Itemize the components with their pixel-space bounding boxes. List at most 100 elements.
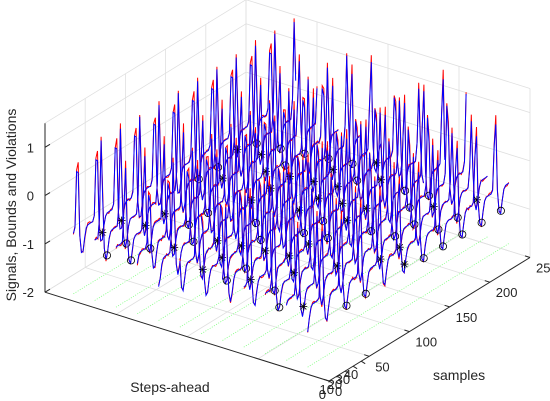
x-tick-label: 200 — [496, 285, 518, 300]
asterisk-stroke — [199, 266, 207, 273]
violation-circle-marker — [324, 154, 333, 163]
y-axis-line — [44, 291, 330, 382]
y-axis-label: Steps-ahead — [130, 379, 209, 395]
y-tick-mark — [328, 380, 334, 384]
violation-circle-marker — [342, 301, 351, 310]
x-tick-label: 100 — [415, 335, 437, 350]
violation-circle-marker — [122, 239, 131, 248]
x-axis-line — [328, 257, 531, 382]
violation-asterisk-marker — [395, 243, 404, 252]
violation-circle-marker — [214, 163, 223, 172]
x-tick-label: 50 — [375, 359, 389, 374]
violation-asterisk-marker — [377, 175, 386, 184]
violation-circle-marker — [276, 144, 285, 153]
violation-asterisk-marker — [362, 204, 371, 213]
violation-circle-marker — [252, 139, 261, 148]
x-tick-label: 250 — [536, 261, 550, 276]
y-tick-label: 30 — [336, 372, 350, 387]
z-tick-label: -2 — [22, 285, 34, 300]
violation-circle-marker — [458, 230, 467, 239]
x-tick-label: 0 — [335, 384, 342, 399]
violation-asterisk-marker — [472, 195, 481, 204]
floor-grid-line — [257, 234, 460, 360]
violation-asterisk-marker — [343, 216, 352, 225]
z-axis-label: Signals, Bounds and Violations — [3, 109, 19, 302]
violation-asterisk-marker — [309, 177, 318, 186]
z-tick-label: 0 — [27, 189, 34, 204]
violation-asterisk-marker — [198, 265, 207, 274]
violation-circle-marker — [184, 220, 193, 229]
violation-asterisk-marker — [98, 228, 107, 237]
y-tick-mark — [352, 365, 358, 370]
side-wall-grid-line — [245, 0, 531, 89]
signal-line — [72, 52, 275, 254]
z-tick-label: -1 — [22, 237, 34, 252]
x-tick-mark — [444, 304, 450, 308]
violation-circle-marker — [348, 159, 357, 168]
violation-circle-marker — [419, 254, 428, 263]
violation-asterisk-marker — [257, 150, 266, 159]
bound-line — [307, 243, 509, 368]
violation-asterisk-marker — [233, 145, 242, 154]
asterisk-stroke — [377, 255, 384, 263]
violation-asterisk-marker — [218, 174, 227, 183]
x-tick-mark — [323, 378, 330, 382]
violation-circle-marker — [401, 186, 410, 195]
y-tick-mark — [336, 375, 342, 380]
violation-circle-marker — [194, 175, 203, 184]
signal-line — [200, 97, 403, 298]
back-wall-grid-line — [44, 0, 247, 124]
violation-asterisk-marker — [338, 199, 347, 208]
violation-circle-marker — [496, 206, 505, 215]
violation-asterisk-marker — [170, 243, 179, 252]
asterisk-stroke — [396, 243, 404, 251]
z-tick-mark — [44, 288, 51, 293]
y-tick-mark — [344, 370, 350, 375]
x-axis-label: samples — [433, 367, 485, 383]
violation-asterisk-marker — [213, 236, 222, 245]
violation-circle-marker — [477, 218, 486, 227]
violation-asterisk-marker — [299, 302, 308, 311]
violation-circle-marker — [323, 234, 332, 243]
violation-circle-marker — [256, 235, 265, 244]
z-tick-label: 1 — [27, 140, 34, 155]
z-tick-mark — [44, 192, 51, 197]
violation-circle-marker — [146, 244, 155, 253]
violation-circle-marker — [410, 220, 419, 229]
bound-line — [137, 189, 339, 315]
x-tick-mark — [364, 354, 370, 357]
asterisk-stroke — [300, 303, 307, 310]
violation-circle-marker — [453, 213, 462, 222]
violation-circle-marker — [222, 276, 231, 285]
x-tick-mark — [484, 280, 490, 283]
bound-line — [264, 229, 467, 355]
asterisk-stroke — [401, 260, 408, 268]
y-tick-label: 10 — [320, 382, 334, 397]
violation-circle-marker — [189, 237, 198, 246]
back-wall-grid-line — [44, 23, 247, 148]
violation-asterisk-marker — [400, 260, 409, 269]
asterisk-stroke — [247, 276, 254, 283]
violation-asterisk-marker — [304, 240, 313, 248]
asterisk-stroke — [473, 196, 481, 204]
violation-circle-marker — [434, 225, 443, 234]
signal-line — [285, 121, 488, 317]
violation-circle-marker — [353, 176, 362, 185]
violation-asterisk-marker — [261, 246, 270, 255]
violation-asterisk-marker — [117, 216, 126, 225]
bound-line — [115, 183, 318, 308]
violation-asterisk-marker — [246, 275, 255, 284]
violation-circle-marker — [204, 208, 213, 217]
violation-asterisk-marker — [141, 221, 150, 230]
signal-line — [115, 61, 318, 265]
violation-circle-marker — [127, 256, 136, 265]
y-tick-label: 0 — [319, 387, 326, 401]
x-tick-label: 150 — [456, 310, 478, 325]
violation-circle-marker — [251, 218, 260, 227]
violation-circle-marker — [367, 227, 376, 236]
z-tick-mark — [44, 143, 51, 148]
violation-circle-marker — [270, 286, 279, 295]
violation-asterisk-marker — [376, 255, 385, 264]
y-tick-label: 40 — [344, 367, 358, 382]
